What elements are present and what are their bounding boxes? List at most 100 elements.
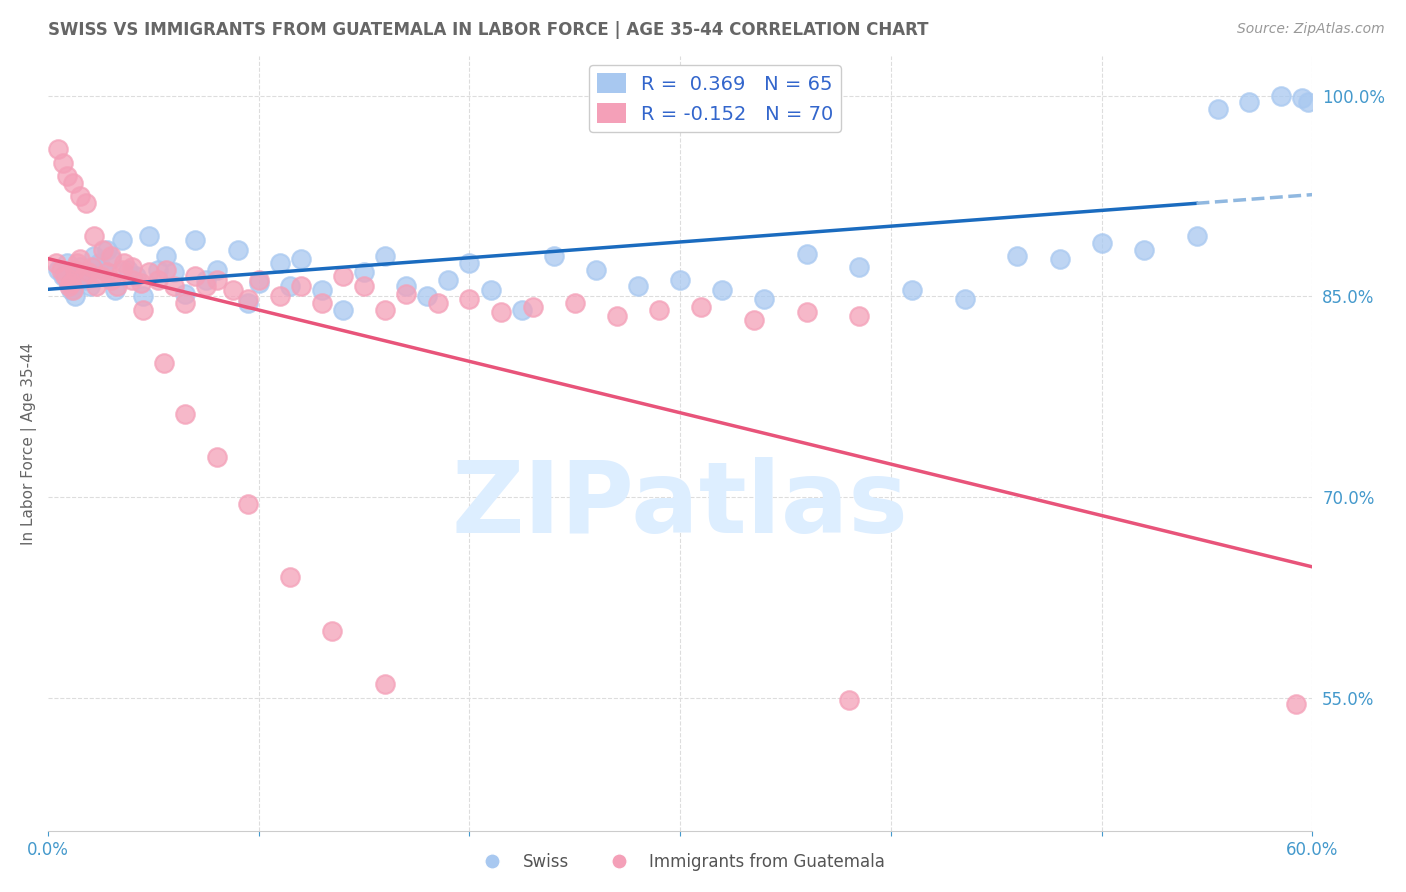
Point [205, 273, 228, 287]
Point [77, 265, 100, 279]
Point [222, 283, 245, 297]
Point [90, 269, 112, 284]
Point [100, 249, 122, 263]
Point [121, 273, 143, 287]
Text: Source: ZipAtlas.com: Source: ZipAtlas.com [1237, 22, 1385, 37]
Point [69, 260, 91, 274]
Point [86, 278, 108, 293]
Point [669, 273, 692, 287]
Point [585, 262, 607, 277]
Point [1049, 252, 1071, 266]
Point [132, 289, 155, 303]
Point [91, 243, 114, 257]
Text: SWISS VS IMMIGRANTS FROM GUATEMALA IN LABOR FORCE | AGE 35-44 CORRELATION CHART: SWISS VS IMMIGRANTS FROM GUATEMALA IN LA… [48, 21, 928, 39]
Point [104, 283, 127, 297]
Point [66, 256, 89, 270]
Point [374, 677, 396, 691]
Point [953, 292, 976, 306]
Point [112, 256, 135, 270]
Point [100, 273, 122, 287]
Point [278, 278, 301, 293]
Point [353, 265, 375, 279]
Point [479, 283, 502, 297]
Point [163, 278, 186, 293]
Point [125, 269, 148, 284]
Point [226, 243, 249, 257]
Point [62, 283, 84, 297]
Point [155, 262, 177, 277]
Point [838, 693, 860, 707]
Point [62, 278, 84, 293]
Point [174, 407, 197, 421]
Point [1291, 91, 1313, 105]
Point [73, 269, 96, 284]
Point [374, 249, 396, 263]
Point [69, 189, 91, 203]
Point [489, 305, 512, 319]
Point [627, 278, 650, 293]
Point [205, 262, 228, 277]
Point [184, 233, 207, 247]
Point [796, 246, 818, 260]
Point [146, 262, 169, 277]
Point [49, 262, 72, 277]
Point [117, 262, 139, 277]
Point [58, 278, 80, 293]
Point [62, 176, 84, 190]
Point [65, 262, 87, 277]
Point [60, 283, 83, 297]
Point [332, 302, 354, 317]
Point [236, 296, 259, 310]
Point [87, 256, 110, 270]
Point [1185, 229, 1208, 244]
Point [70, 265, 93, 279]
Point [83, 249, 105, 263]
Point [458, 292, 481, 306]
Point [269, 289, 291, 303]
Point [690, 300, 713, 314]
Point [374, 302, 396, 317]
Point [510, 302, 533, 317]
Point [236, 497, 259, 511]
Point [606, 310, 628, 324]
Point [648, 302, 671, 317]
Point [311, 283, 333, 297]
Point [138, 229, 160, 244]
Point [1133, 243, 1156, 257]
Point [83, 229, 105, 244]
Point [79, 278, 101, 293]
Point [146, 273, 169, 287]
Point [48, 142, 70, 156]
Point [848, 310, 870, 324]
Point [75, 273, 97, 287]
Point [269, 256, 291, 270]
Point [174, 296, 197, 310]
Point [901, 283, 924, 297]
Point [195, 278, 218, 293]
Point [96, 265, 118, 279]
Point [111, 233, 134, 247]
Point [75, 195, 97, 210]
Point [564, 296, 586, 310]
Point [437, 273, 460, 287]
Point [184, 269, 207, 284]
Point [100, 252, 122, 266]
Point [1206, 102, 1229, 116]
Point [1270, 88, 1292, 103]
Point [426, 296, 449, 310]
Point [107, 278, 129, 293]
Point [848, 260, 870, 274]
Point [1007, 249, 1029, 263]
Point [153, 356, 176, 370]
Point [543, 249, 565, 263]
Point [742, 313, 765, 327]
Point [45, 256, 67, 270]
Point [60, 276, 83, 290]
Point [711, 283, 734, 297]
Point [91, 262, 114, 277]
Point [796, 305, 818, 319]
Point [48, 262, 70, 277]
Point [1237, 95, 1260, 110]
Point [247, 273, 270, 287]
Point [1091, 235, 1114, 250]
